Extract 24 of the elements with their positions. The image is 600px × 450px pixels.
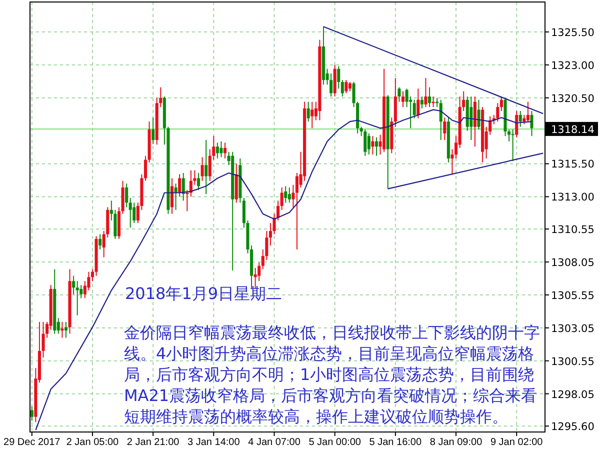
x-tick-label: 29 Dec 2017 xyxy=(4,437,61,448)
ref-line-label: 1318.14 xyxy=(551,124,595,136)
y-tick-label: 1308.05 xyxy=(551,256,594,269)
x-tick-label: 5 Jan 16:00 xyxy=(369,437,422,448)
y-tick-label: 1310.55 xyxy=(551,224,594,236)
y-tick-label: 1300.55 xyxy=(551,356,594,368)
annotation: 2018年1月9日星期二 xyxy=(125,283,284,304)
y-tick-label: 1303.05 xyxy=(551,322,594,335)
y-tick-label: 1305.55 xyxy=(551,290,594,302)
y-tick-label: 1298.05 xyxy=(551,388,594,401)
x-tick-label: 2 Jan 21:00 xyxy=(126,437,180,448)
y-tick-label: 1313.00 xyxy=(551,192,594,204)
y-tick-label: 1295.60 xyxy=(551,421,594,434)
x-tick-label: 4 Jan 07:00 xyxy=(248,437,301,448)
x-tick-label: 8 Jan 09:00 xyxy=(430,437,483,448)
y-tick-label: 1315.50 xyxy=(551,158,594,171)
y-tick-label: 1323.00 xyxy=(551,60,594,72)
y-tick-label: 1325.50 xyxy=(551,26,594,39)
y-tick-label: 1320.50 xyxy=(551,92,594,105)
x-tick-label: 5 Jan 00:00 xyxy=(308,437,362,448)
x-tick-label: 2 Jan 05:00 xyxy=(66,437,120,448)
x-tick-label: 9 Jan 02:00 xyxy=(490,437,544,448)
annotation: 金价隔日窄幅震荡最终收低，日线报收带上下影线的阴十字线。4小时图升势高位滞涨态势，目前呈现高位窄幅震荡格局，后市客观方向不明；1小时图高位震荡态势，目前围绕MA21震荡收窄格局，后市客观方向看突破情况；综合来看短期维持震荡的概率较高，操作上建议破位顺势操作。 xyxy=(124,322,540,427)
x-tick-label: 3 Jan 14:00 xyxy=(188,437,240,448)
